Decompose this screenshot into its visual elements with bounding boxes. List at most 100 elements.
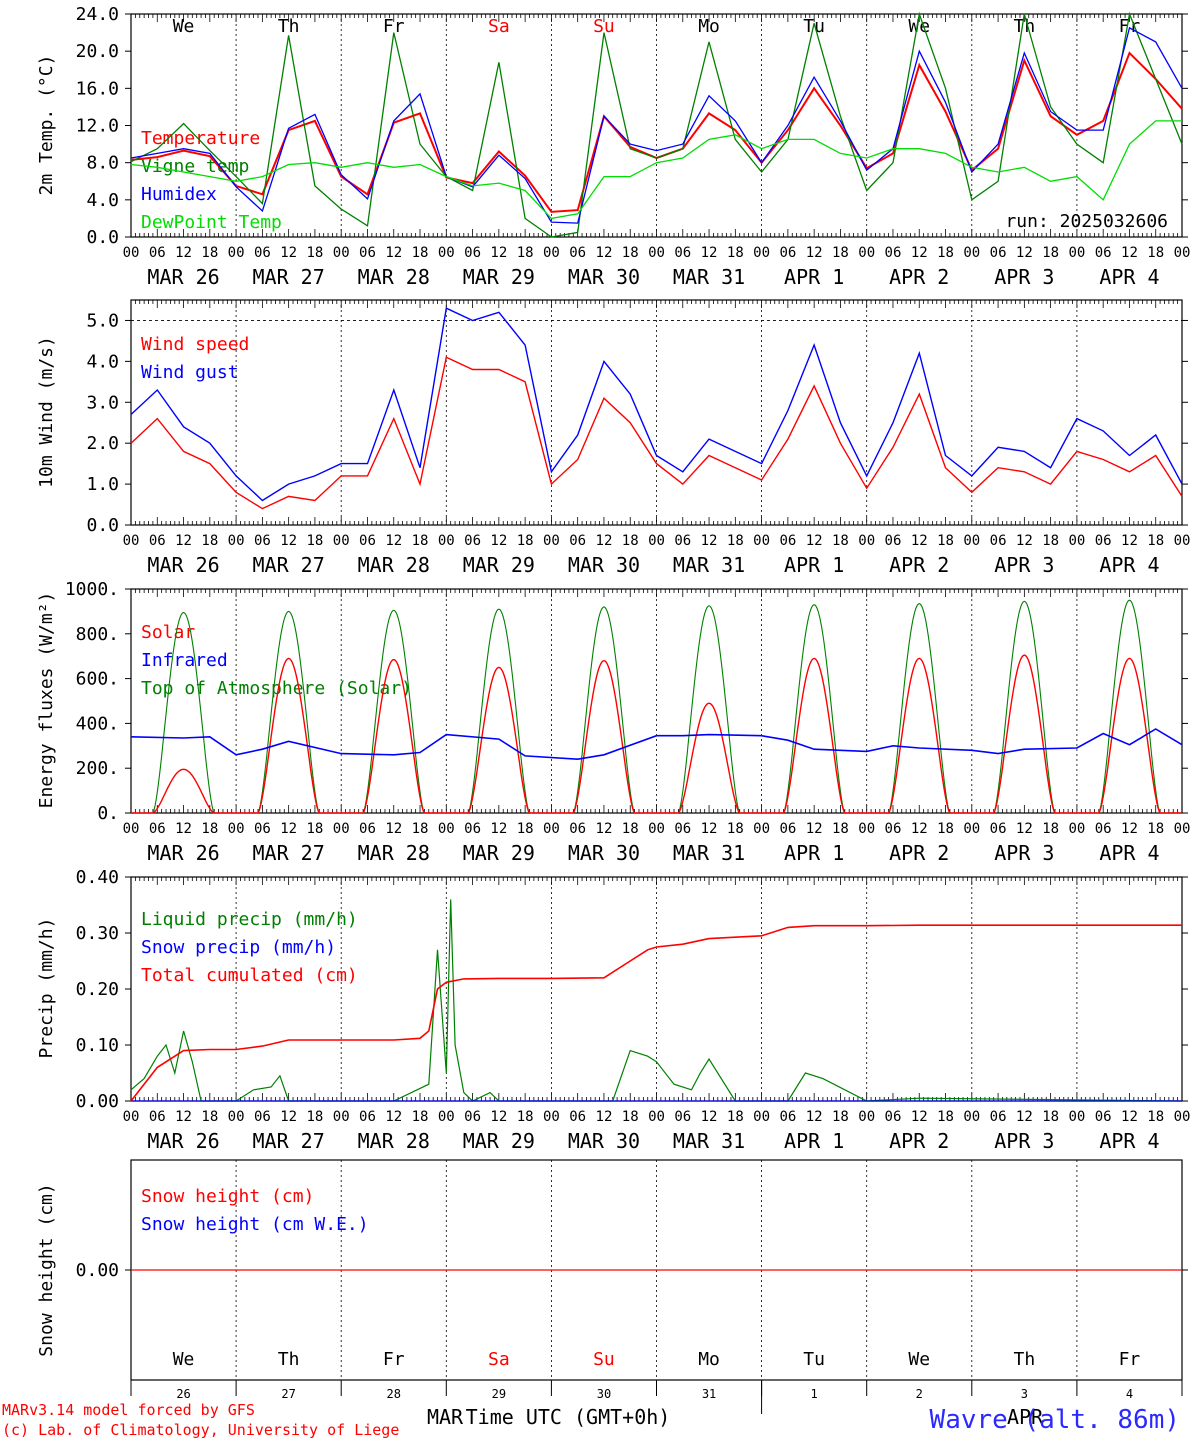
x-hour-label: 18 [412,245,429,261]
day-number-label: 26 [176,1387,190,1401]
x-date-label: APR 3 [994,265,1054,289]
day-number-label: 31 [702,1387,716,1401]
x-hour-label: 18 [412,821,429,837]
x-hour-label: 06 [674,1109,691,1125]
x-hour-label: 00 [438,533,455,549]
y-tick-label: 0.10 [76,1035,119,1056]
x-hour-label: 12 [1121,1109,1138,1125]
x-hour-label: 00 [228,821,245,837]
x-hour-label: 12 [911,533,928,549]
x-hour-label: 06 [569,821,586,837]
x-hour-label: 18 [306,245,323,261]
x-hour-label: 00 [648,533,665,549]
day-number-label: 1 [811,1387,818,1401]
x-hour-label: 12 [701,245,718,261]
day-number-label: 28 [387,1387,401,1401]
x-hour-label: 18 [727,1109,744,1125]
x-hour-label: 00 [1174,1109,1191,1125]
x-date-label: APR 4 [1099,265,1159,289]
weekday-label: Th [1014,16,1036,37]
humidex-line [130,26,1183,224]
x-hour-label: 00 [123,245,140,261]
x-hour-label: 00 [858,533,875,549]
day-number-label: 27 [281,1387,295,1401]
x-hour-label: 18 [306,1109,323,1125]
weekday-label: Th [278,1349,300,1370]
x-hour-label: 18 [1042,821,1059,837]
x-hour-label: 18 [727,245,744,261]
weekday-label: Fr [1119,16,1141,37]
x-hour-label: 18 [832,1109,849,1125]
legend-entry: Total cumulated (cm) [141,965,358,986]
x-hour-label: 18 [622,1109,639,1125]
liquid-precip-line [130,899,1183,1102]
y-tick-label: 4.0 [86,190,119,211]
y-tick-label: 400. [76,713,119,734]
x-hour-label: 06 [674,245,691,261]
x-hour-label: 12 [596,533,613,549]
x-hour-label: 06 [359,1109,376,1125]
x-date-label: APR 2 [889,841,949,865]
x-hour-label: 18 [1147,245,1164,261]
x-hour-label: 18 [517,1109,534,1125]
x-date-label: MAR 27 [253,265,325,289]
x-hour-label: 00 [1174,821,1191,837]
x-hour-label: 06 [779,533,796,549]
x-hour-label: 00 [123,821,140,837]
legend-entry: Snow precip (mm/h) [141,937,336,958]
legend-entry: Top of Atmosphere (Solar) [141,678,412,699]
x-hour-label: 06 [254,821,271,837]
x-hour-label: 18 [937,821,954,837]
wind-gust-line [130,307,1183,502]
legend-entry: Humidex [141,184,217,205]
x-date-label: APR 1 [784,1129,844,1153]
x-hour-label: 00 [963,533,980,549]
x-hour-label: 00 [648,245,665,261]
x-hour-label: 06 [149,821,166,837]
x-hour-label: 12 [490,1109,507,1125]
x-hour-label: 18 [937,533,954,549]
x-hour-label: 00 [1174,245,1191,261]
x-hour-label: 00 [858,821,875,837]
x-hour-label: 06 [569,533,586,549]
legend-entry: Infrared [141,650,228,671]
x-date-label: MAR 29 [463,841,535,865]
x-hour-label: 00 [438,1109,455,1125]
x-hour-label: 06 [990,533,1007,549]
x-hour-label: 00 [858,245,875,261]
toa-solar-line [131,599,1182,814]
x-hour-label: 12 [175,245,192,261]
x-hour-label: 12 [806,821,823,837]
x-hour-label: 18 [832,821,849,837]
x-hour-label: 00 [753,821,770,837]
x-hour-label: 00 [858,1109,875,1125]
weekday-label: We [908,1349,930,1370]
x-hour-label: 06 [779,821,796,837]
x-hour-label: 06 [990,1109,1007,1125]
weekday-label: Mo [698,1349,720,1370]
x-hour-label: 12 [1121,533,1138,549]
x-hour-label: 12 [806,533,823,549]
x-date-label: APR 4 [1099,1129,1159,1153]
x-date-label: MAR 28 [358,553,430,577]
y-tick-label: 1.0 [86,474,119,495]
x-hour-label: 00 [543,533,560,549]
day-number-label: 2 [916,1387,923,1401]
y-tick-label: 800. [76,624,119,645]
x-date-label: MAR 30 [568,1129,640,1153]
x-hour-label: 18 [622,533,639,549]
x-date-label: MAR 29 [463,553,535,577]
weekday-label: We [908,16,930,37]
x-date-label: MAR 30 [568,265,640,289]
x-hour-label: 18 [412,1109,429,1125]
x-hour-label: 12 [1121,821,1138,837]
x-hour-label: 12 [1016,1109,1033,1125]
x-hour-label: 00 [333,533,350,549]
x-hour-label: 06 [674,821,691,837]
x-hour-label: 00 [228,245,245,261]
y-axis-label: 10m Wind (m/s) [36,336,57,488]
x-hour-label: 18 [1147,1109,1164,1125]
y-tick-label: 16.0 [76,78,119,99]
y-tick-label: 20.0 [76,41,119,62]
